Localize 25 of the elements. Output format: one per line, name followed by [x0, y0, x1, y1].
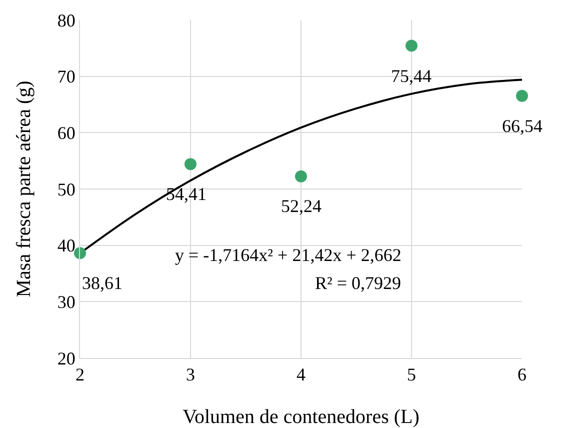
- annotation: y = -1,7164x² + 21,42x + 2,662: [175, 245, 402, 265]
- x-tick-label: 2: [76, 364, 84, 385]
- x-tick-label: 6: [518, 364, 526, 385]
- data-label: 52,24: [281, 196, 322, 216]
- x-tick-label: 4: [296, 364, 306, 385]
- y-tick-label: 70: [57, 66, 76, 87]
- y-tick-label: 30: [57, 292, 76, 312]
- annotation: R² = 0,7929: [315, 273, 402, 293]
- y-tick-label: 40: [57, 236, 76, 256]
- point: [406, 40, 418, 52]
- y-tick-label: 80: [57, 10, 76, 30]
- x-axis-title: Volumen de contenedores (L): [182, 406, 420, 428]
- x-tick-label: 5: [407, 364, 416, 385]
- data-label: 75,44: [391, 66, 432, 86]
- point: [295, 170, 307, 182]
- x-tick-label: 3: [186, 364, 195, 385]
- y-tick-label: 50: [57, 179, 76, 200]
- y-axis-title: Masa fresca parte aérea (g): [13, 80, 35, 298]
- y-tick-label: 20: [57, 348, 76, 368]
- data-label: 38,61: [82, 273, 122, 293]
- data-label: 66,54: [502, 116, 542, 136]
- data-label: 54,41: [166, 184, 206, 204]
- point: [516, 90, 528, 102]
- point: [184, 158, 196, 170]
- y-tick-label: 60: [57, 122, 76, 143]
